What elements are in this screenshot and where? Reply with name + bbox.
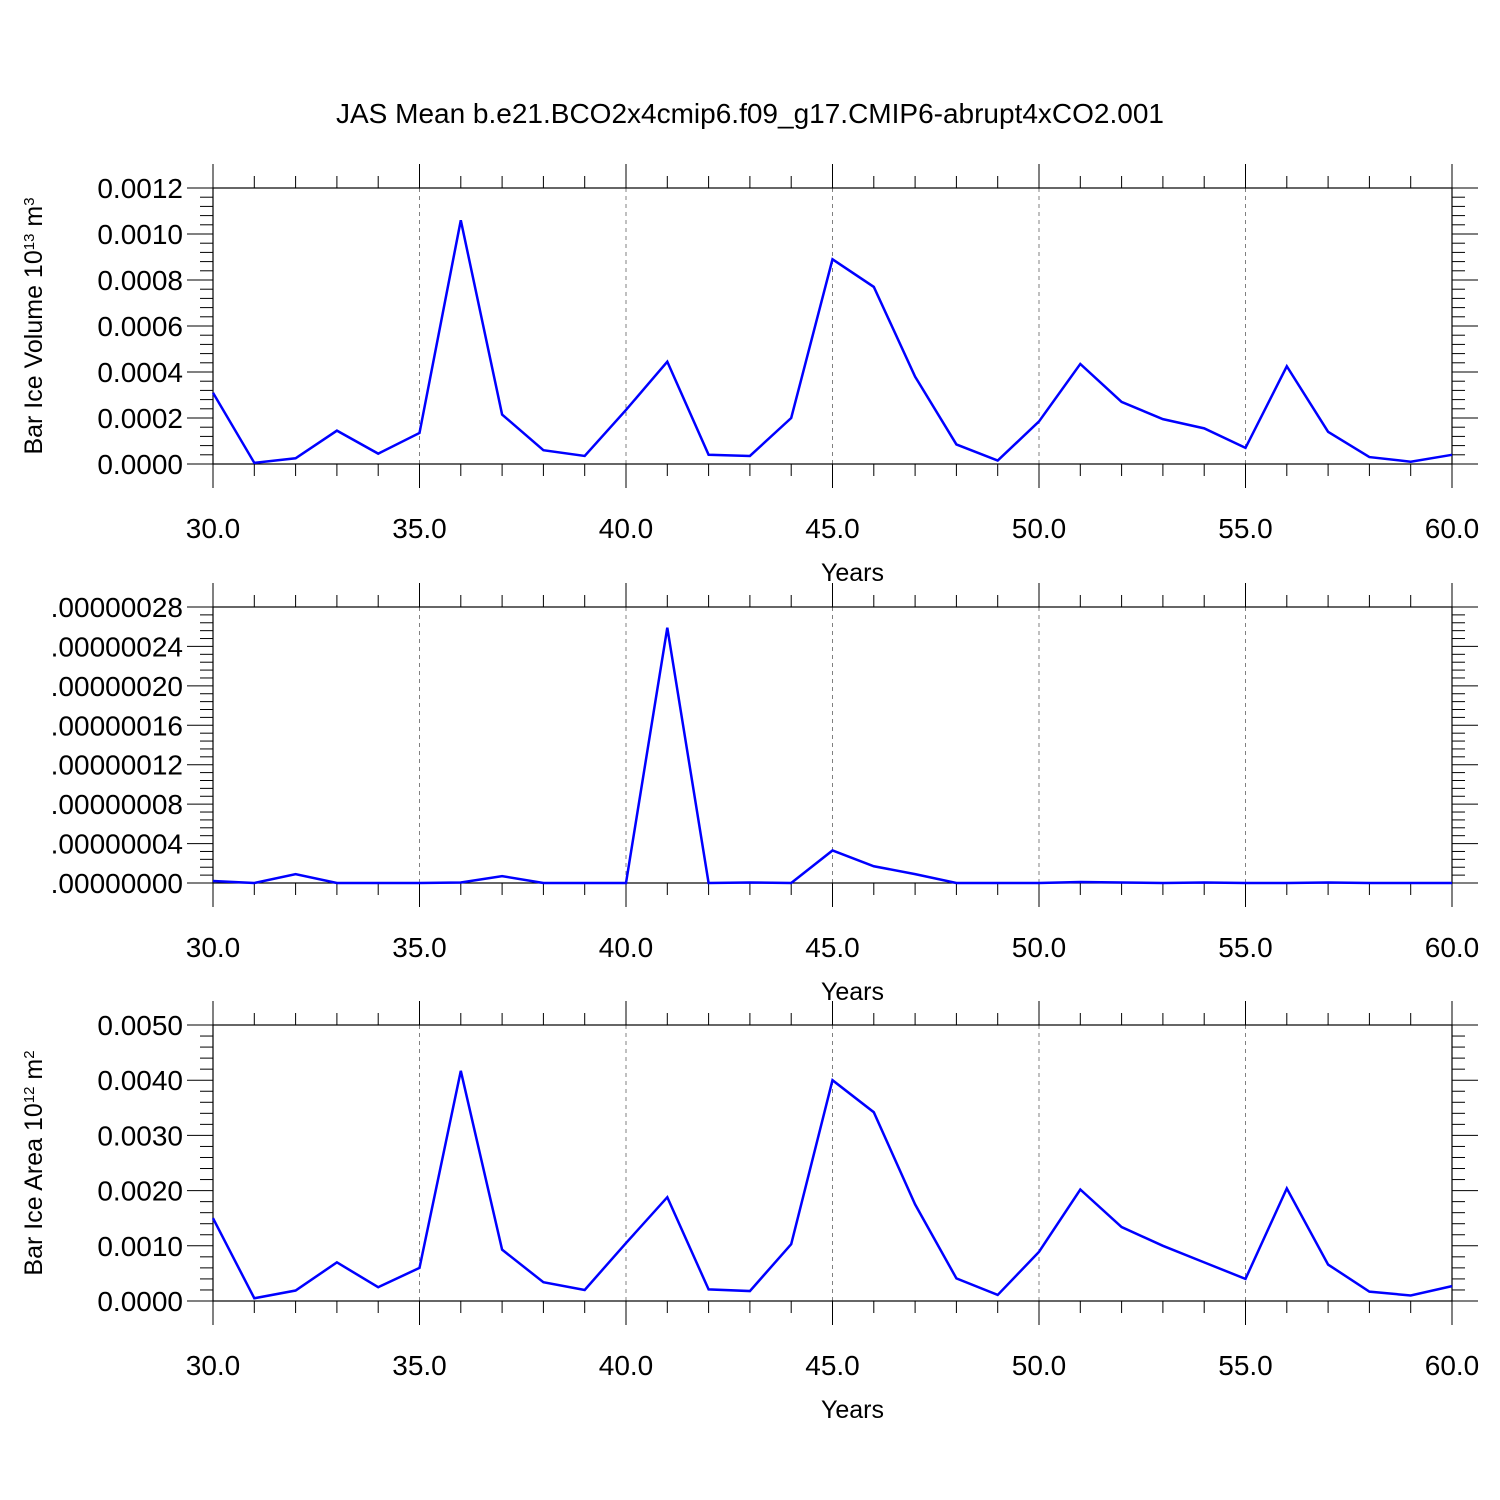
x-tick-label: 35.0 [392,1350,447,1381]
figure-title: JAS Mean b.e21.BCO2x4cmip6.f09_g17.CMIP6… [335,98,1164,129]
x-tick-label: 60.0 [1425,513,1480,544]
series-line [211,1070,1453,1300]
panel-1: 30.0 35.0 40.0 45.0 50.0 55.0 60.0 Years 0.0000 0… [20,164,1479,587]
y-axis-label-part: m [20,206,48,234]
y-tick-label: 0.0030 [97,1120,183,1151]
y-tick-label: .00000000 [51,868,183,899]
y-tick-label: 0.0004 [97,357,183,388]
y-axis-label-part: Bar Ice Area 10 [20,1103,48,1275]
y-axis-label: Bar Ice Volume 1013 m3 [20,197,48,454]
panel-2: 30.0 35.0 40.0 45.0 50.0 55.0 60.0 Years .000000… [51,583,1480,1006]
y-tick-label: 0.0002 [97,403,183,434]
x-tick-label: 30.0 [186,1350,241,1381]
x-tick-label: 45.0 [805,513,860,544]
x-tick-label: 45.0 [805,932,860,963]
x-tick-label: 60.0 [1425,932,1480,963]
x-tick-label: 35.0 [392,513,447,544]
x-tick-label: 50.0 [1012,513,1067,544]
y-tick-label: 0.0050 [97,1010,183,1041]
y-tick-label: 0.0040 [97,1065,183,1096]
y-axis-label-superscript: 13 [21,234,38,251]
y-tick-label: 0.0010 [97,1231,183,1262]
x-tick-label: 45.0 [805,1350,860,1381]
x-tick-label: 30.0 [186,513,241,544]
x-tick-label: 40.0 [599,513,654,544]
x-tick-label: 60.0 [1425,1350,1480,1381]
x-tick-label: 55.0 [1218,1350,1273,1381]
x-tick-label: 30.0 [186,932,241,963]
y-tick-label: 0.0012 [97,173,183,204]
x-tick-label: 50.0 [1012,932,1067,963]
x-tick-label: 40.0 [599,1350,654,1381]
y-tick-label: .00000016 [51,710,183,741]
y-tick-label: 0.0000 [97,449,183,480]
y-axis-label-part: Bar Ice Volume 10 [20,250,48,454]
y-tick-label: .00000024 [51,631,183,662]
y-tick-label: .00000004 [51,829,183,860]
x-tick-label: 40.0 [599,932,654,963]
x-tick-label: 55.0 [1218,932,1273,963]
panel-3: 30.0 35.0 40.0 45.0 50.0 55.0 60.0 Years 0.0000 0… [20,1001,1479,1424]
y-tick-label: .00000028 [51,592,183,623]
x-tick-label: 50.0 [1012,1350,1067,1381]
y-axis-label-superscript: 12 [21,1087,38,1104]
x-tick-label: 55.0 [1218,513,1273,544]
y-tick-label: .00000008 [51,789,183,820]
y-tick-label: 0.0000 [97,1286,183,1317]
y-axis-label-superscript: 3 [21,197,38,205]
x-tick-label: 35.0 [392,932,447,963]
y-axis-label: Bar Ice Area 1012 m2 [20,1050,48,1275]
y-axis-label-part: m [20,1059,48,1087]
y-tick-label: .00000020 [51,671,183,702]
y-tick-label: .00000012 [51,750,183,781]
x-axis-label: Years [821,559,884,587]
y-tick-label: 0.0020 [97,1176,183,1207]
y-tick-label: 0.0006 [97,311,183,342]
y-tick-label: 0.0008 [97,265,183,296]
y-axis-label-superscript: 2 [21,1050,38,1058]
y-tick-label: 0.0010 [97,219,183,250]
x-axis-label: Years [821,1396,884,1424]
x-axis-label: Years [821,978,884,1006]
